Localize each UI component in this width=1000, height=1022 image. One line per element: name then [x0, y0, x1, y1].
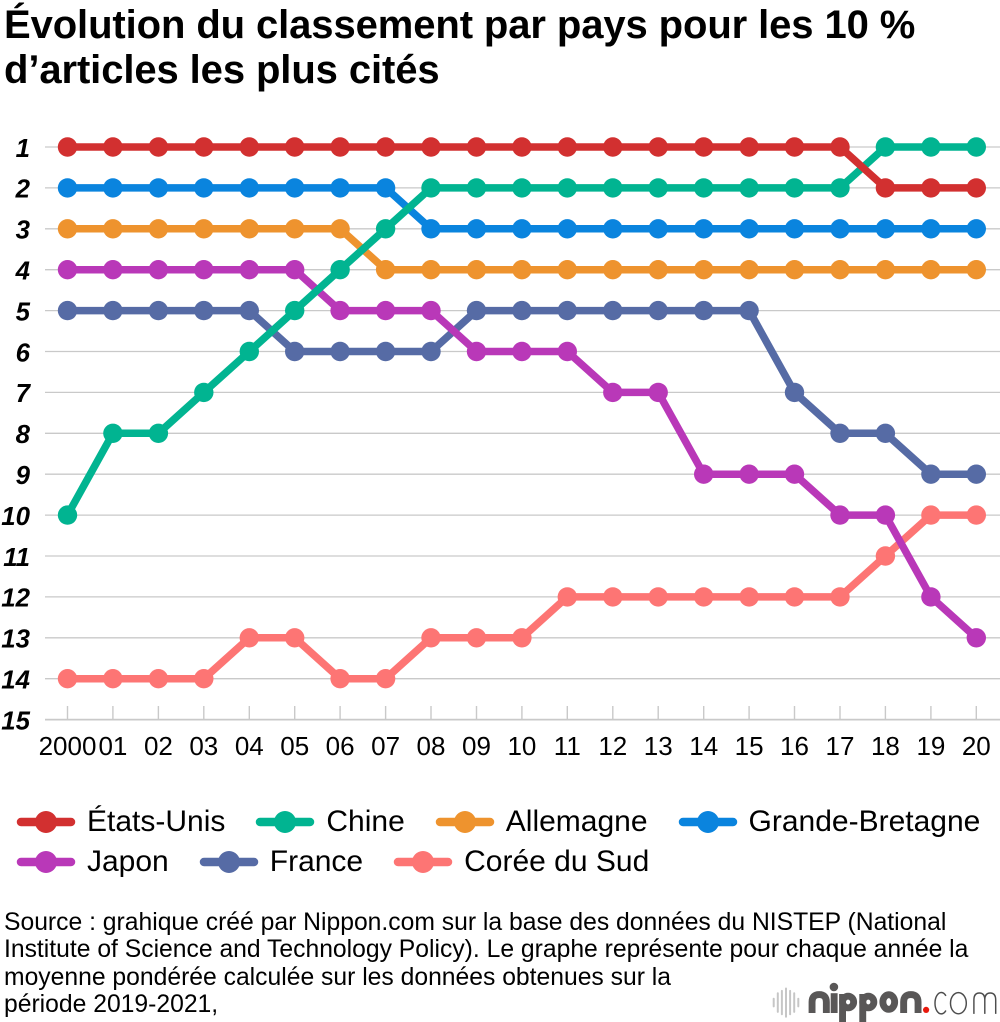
svg-text:11: 11: [554, 731, 581, 761]
svg-text:15: 15: [1, 707, 30, 735]
svg-text:9: 9: [16, 462, 31, 490]
svg-text:17: 17: [826, 731, 855, 761]
svg-text:4: 4: [15, 258, 30, 286]
svg-text:14: 14: [1, 667, 30, 695]
svg-text:8: 8: [16, 421, 31, 449]
svg-text:12: 12: [1, 585, 30, 613]
svg-text:03: 03: [189, 731, 218, 761]
svg-text:08: 08: [417, 731, 446, 761]
svg-text:12: 12: [598, 731, 627, 761]
svg-text:10: 10: [507, 731, 536, 761]
svg-text:14: 14: [689, 731, 718, 761]
svg-text:13: 13: [1, 626, 30, 654]
svg-text:07: 07: [371, 731, 400, 761]
svg-text:1: 1: [16, 135, 30, 163]
svg-text:2: 2: [15, 176, 31, 204]
svg-text:6: 6: [16, 339, 31, 367]
svg-text:20: 20: [962, 731, 991, 761]
svg-text:11: 11: [3, 544, 30, 572]
svg-text:7: 7: [16, 380, 32, 408]
svg-text:19: 19: [916, 731, 945, 761]
svg-text:15: 15: [735, 731, 764, 761]
svg-text:02: 02: [144, 731, 173, 761]
svg-text:10: 10: [1, 503, 30, 531]
svg-text:18: 18: [871, 731, 900, 761]
svg-text:04: 04: [235, 731, 264, 761]
svg-text:13: 13: [644, 731, 673, 761]
svg-text:5: 5: [16, 298, 31, 326]
svg-text:06: 06: [326, 731, 355, 761]
svg-text:09: 09: [462, 731, 491, 761]
svg-text:3: 3: [16, 217, 31, 245]
svg-text:01: 01: [98, 731, 127, 761]
svg-text:2000: 2000: [39, 731, 97, 761]
svg-text:05: 05: [280, 731, 309, 761]
svg-text:16: 16: [780, 731, 809, 761]
